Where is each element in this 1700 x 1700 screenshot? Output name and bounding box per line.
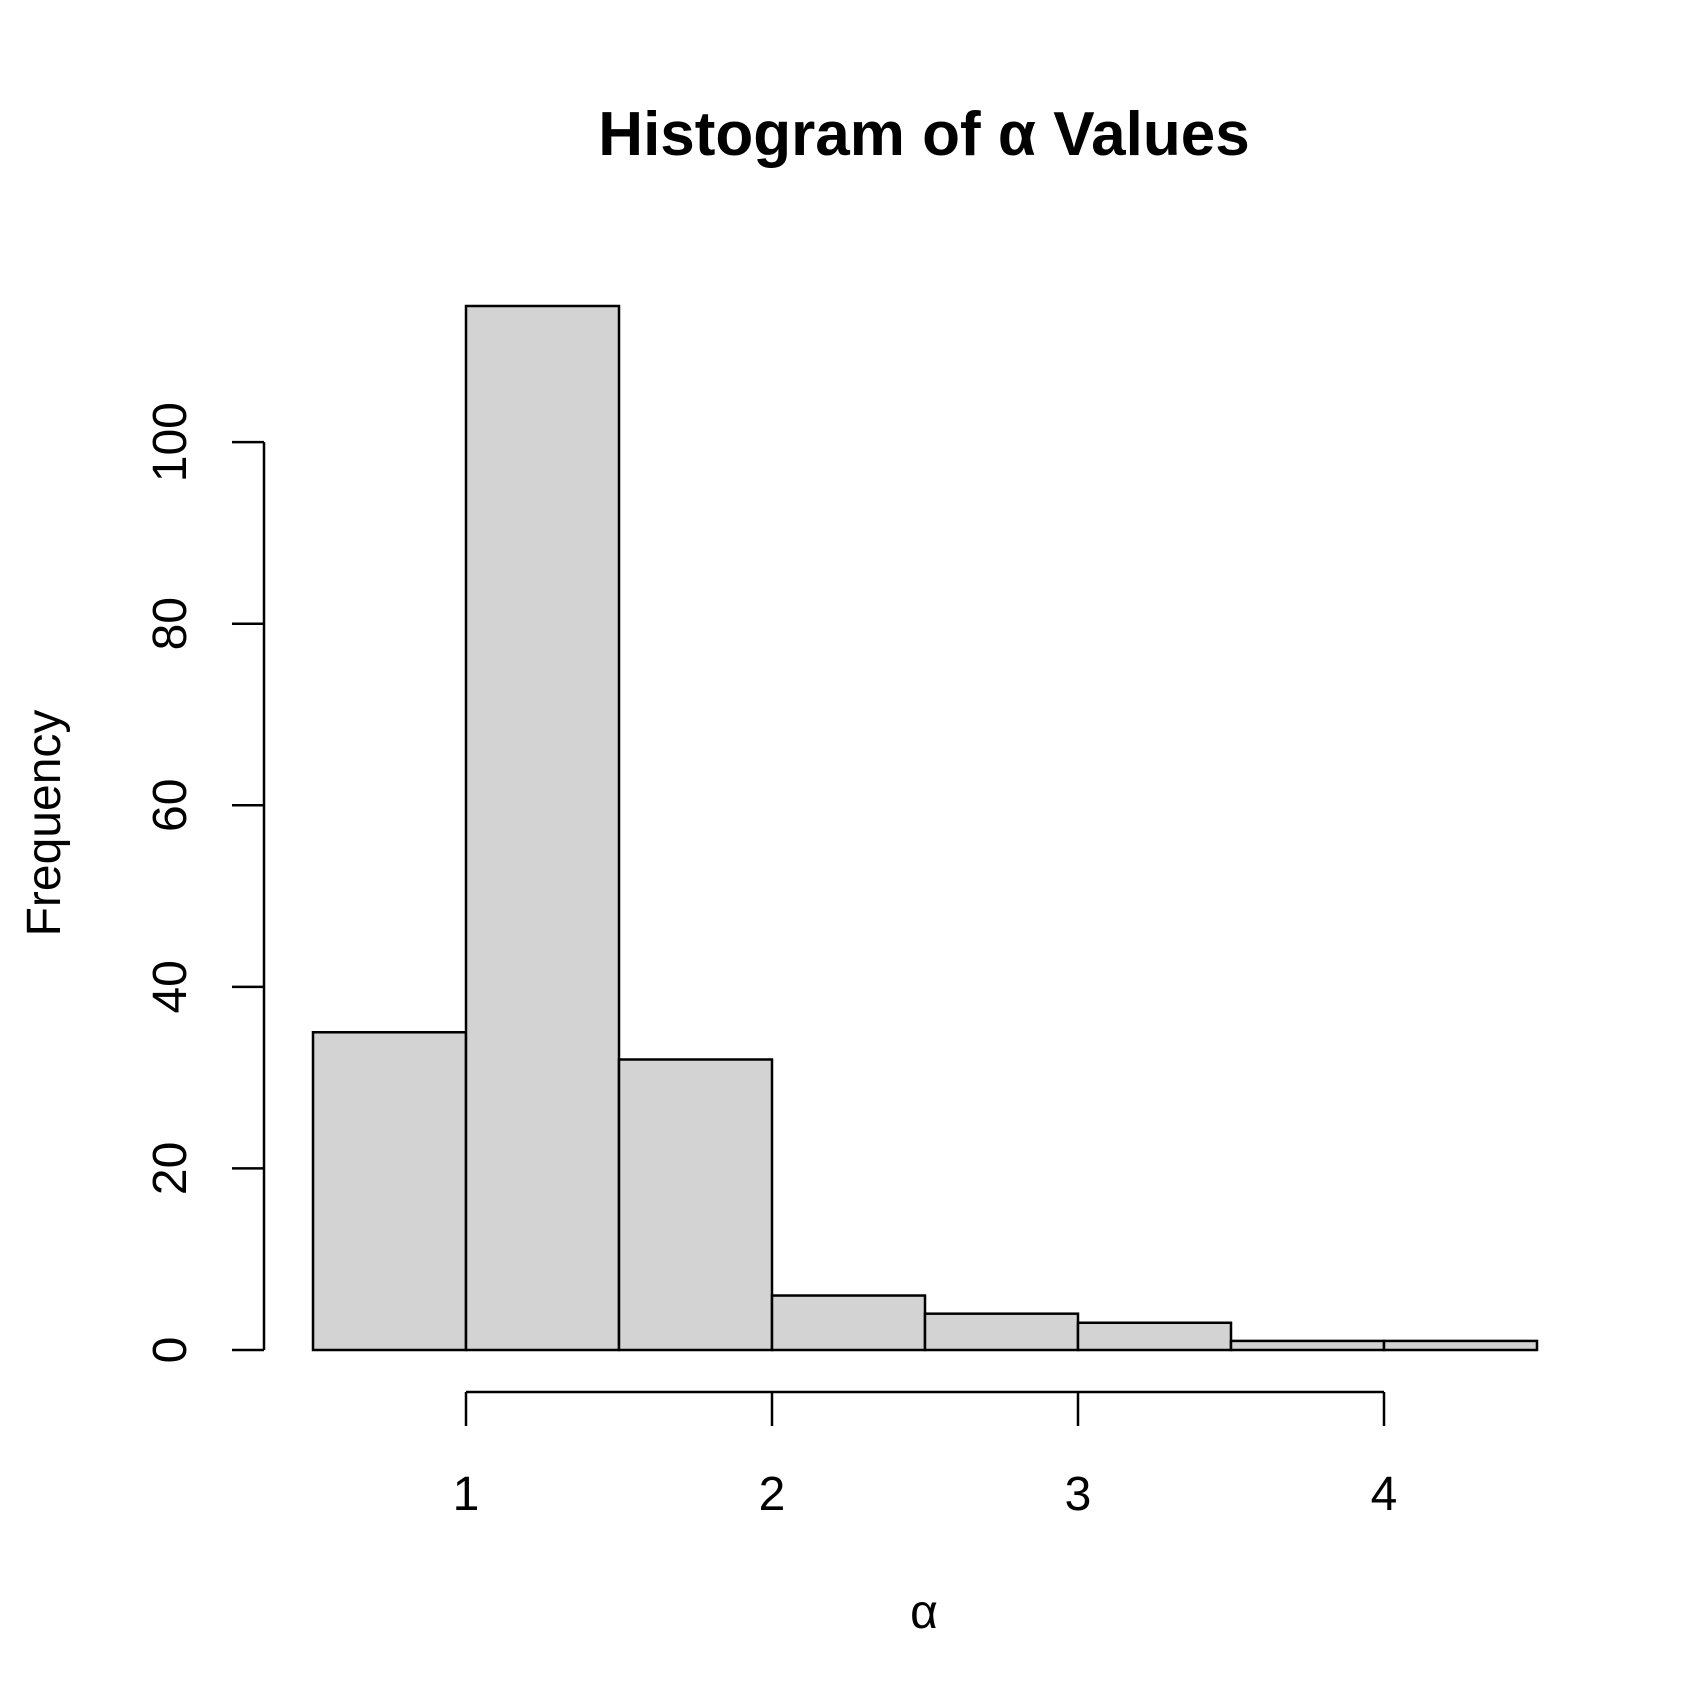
histogram-bar — [464, 304, 621, 1352]
y-axis-label: Frequency — [18, 710, 71, 937]
y-tick-label: 60 — [144, 779, 197, 832]
histogram-bar — [1382, 1339, 1539, 1352]
y-tick-label: 100 — [144, 402, 197, 482]
bars-group — [311, 304, 1539, 1352]
x-tick-label: 2 — [759, 1468, 786, 1521]
x-tick-label: 4 — [1371, 1468, 1398, 1521]
histogram-bar — [770, 1294, 927, 1352]
chart-title: Histogram of α Values — [598, 100, 1249, 169]
x-tick-label: 3 — [1065, 1468, 1092, 1521]
histogram-bar — [923, 1312, 1080, 1352]
y-tick-label: 0 — [144, 1337, 197, 1364]
x-axis-label: α — [910, 1586, 938, 1639]
y-tick-label: 20 — [144, 1142, 197, 1195]
y-tick-label: 80 — [144, 597, 197, 650]
x-tick-label: 1 — [453, 1468, 480, 1521]
histogram-bar — [1229, 1339, 1386, 1352]
y-axis: 0 20 40 60 80 100 — [144, 402, 266, 1364]
y-tick-label: 40 — [144, 960, 197, 1013]
x-axis: 1 2 3 4 — [453, 1390, 1398, 1521]
histogram-bar — [617, 1058, 774, 1352]
histogram-bar — [311, 1031, 468, 1352]
histogram-bar — [1076, 1321, 1233, 1352]
